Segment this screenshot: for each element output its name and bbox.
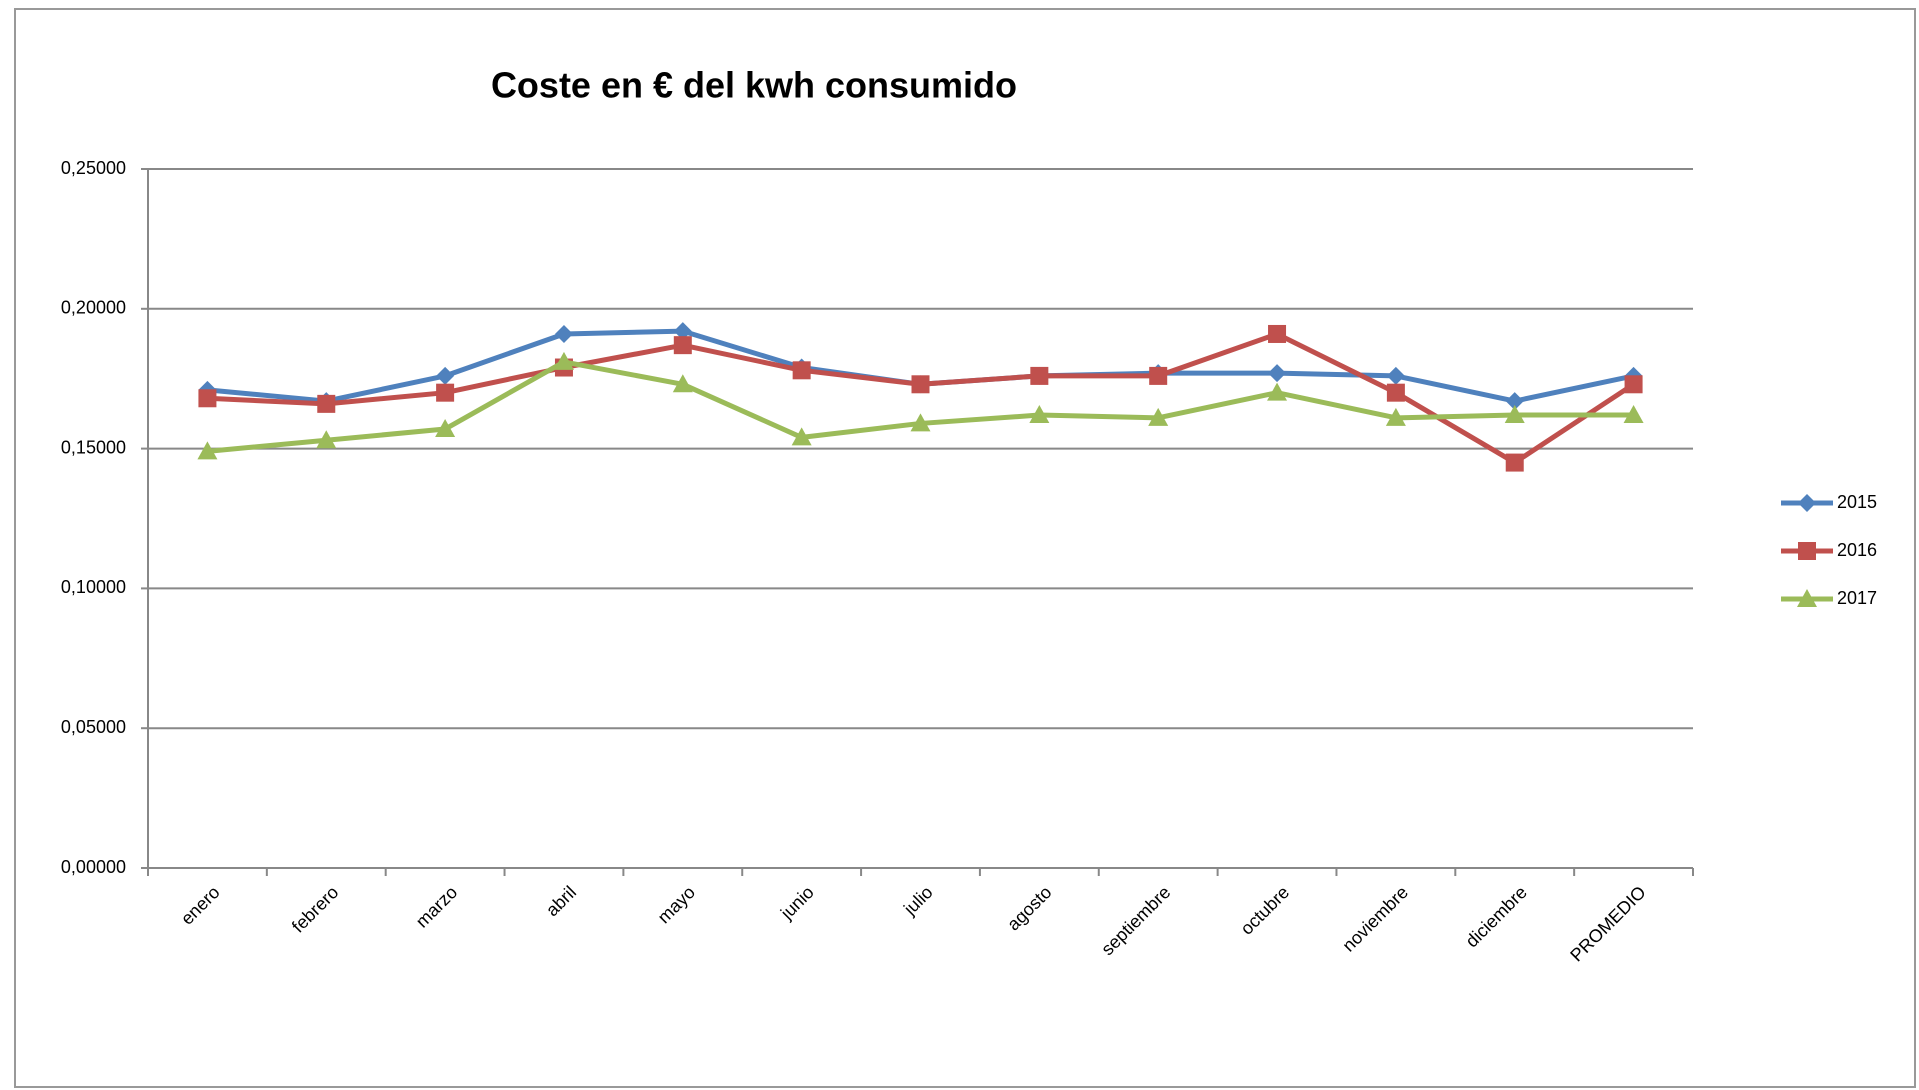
legend-marker: [1797, 589, 1817, 607]
chart-frame: [14, 8, 1916, 1088]
y-tick-label: 0,05000: [61, 717, 126, 737]
data-point: [792, 361, 811, 380]
data-point: [554, 324, 573, 343]
data-point: [436, 383, 455, 402]
data-point: [1386, 366, 1405, 385]
y-tick-label: 0,00000: [61, 857, 126, 877]
data-point: [1505, 392, 1524, 411]
legend-label: 2017: [1837, 588, 1877, 608]
data-point: [791, 427, 812, 446]
data-point: [911, 375, 930, 394]
data-point: [197, 441, 218, 460]
y-tick-label: 0,25000: [61, 158, 126, 178]
data-point: [1504, 405, 1525, 424]
data-point: [316, 430, 337, 449]
y-tick-label: 0,10000: [61, 577, 126, 597]
data-point: [1624, 375, 1643, 394]
data-point: [1267, 382, 1288, 401]
chart-title: Coste en € del kwh consumido: [491, 65, 1017, 106]
data-point: [553, 351, 574, 370]
legend-marker: [1798, 494, 1816, 512]
legend-label: 2015: [1837, 492, 1877, 512]
data-point: [1623, 405, 1644, 424]
data-point: [1030, 366, 1049, 385]
data-point: [1029, 405, 1050, 424]
data-point: [1149, 366, 1168, 385]
legend-label: 2016: [1837, 540, 1877, 560]
data-point: [673, 322, 692, 341]
data-point: [910, 413, 931, 432]
data-point: [1148, 407, 1169, 426]
data-point: [1505, 453, 1524, 472]
data-point: [317, 394, 336, 413]
y-tick-label: 0,20000: [61, 298, 126, 318]
data-point: [672, 374, 693, 393]
y-tick-label: 0,15000: [61, 437, 126, 457]
data-point: [1385, 407, 1406, 426]
data-point: [436, 366, 455, 385]
legend-marker: [1798, 542, 1816, 560]
data-point: [1386, 383, 1405, 402]
data-point: [435, 419, 456, 438]
data-point: [198, 389, 217, 408]
data-point: [1268, 364, 1287, 383]
data-point: [1268, 324, 1287, 343]
data-point: [673, 336, 692, 355]
